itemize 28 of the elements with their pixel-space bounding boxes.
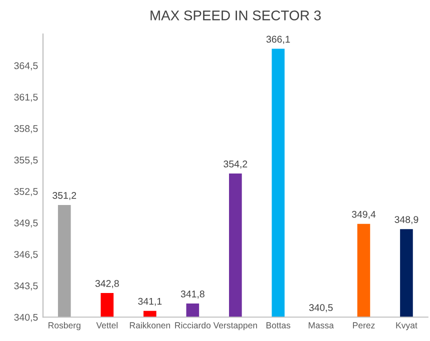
y-tick-label: 358,5: [14, 125, 38, 134]
x-tick-label: Rosberg: [48, 322, 80, 330]
y-tick-label: 343,5: [14, 282, 38, 290]
data-label: 342,8: [95, 280, 119, 288]
data-label: 341,1: [138, 298, 162, 306]
y-tick-label: 355,5: [14, 156, 38, 165]
x-tick-label: Verstappen: [213, 322, 257, 330]
y-tick-label: 346,5: [14, 250, 38, 259]
y-tick-label: 364,5: [14, 62, 38, 70]
y-tick-label: 361,5: [14, 94, 38, 102]
x-tick-label: Massa: [308, 322, 334, 328]
y-tick-label: 340,5: [14, 314, 38, 322]
x-tick-label: Ricciardo: [175, 322, 211, 328]
data-label: 341,8: [180, 290, 204, 299]
x-tick-label: Kvyat: [396, 322, 418, 330]
data-label: 354,2: [224, 160, 248, 169]
data-label: 349,4: [352, 210, 376, 219]
x-tick-label: Bottas: [266, 322, 290, 328]
x-tick-label: Perez: [353, 322, 375, 328]
data-label: 340,5: [309, 304, 333, 312]
x-tick-label: Raikkonen: [130, 322, 170, 328]
data-label: 351,2: [52, 192, 76, 200]
y-tick-label: 352,5: [14, 188, 38, 196]
data-label: 348,9: [394, 216, 418, 224]
y-tick-label: 349,5: [14, 220, 38, 228]
data-label: 366,1: [266, 36, 290, 44]
chart-title: MAX SPEED IN SECTOR 3: [150, 10, 321, 20]
x-tick-label: Vettel: [96, 322, 118, 328]
